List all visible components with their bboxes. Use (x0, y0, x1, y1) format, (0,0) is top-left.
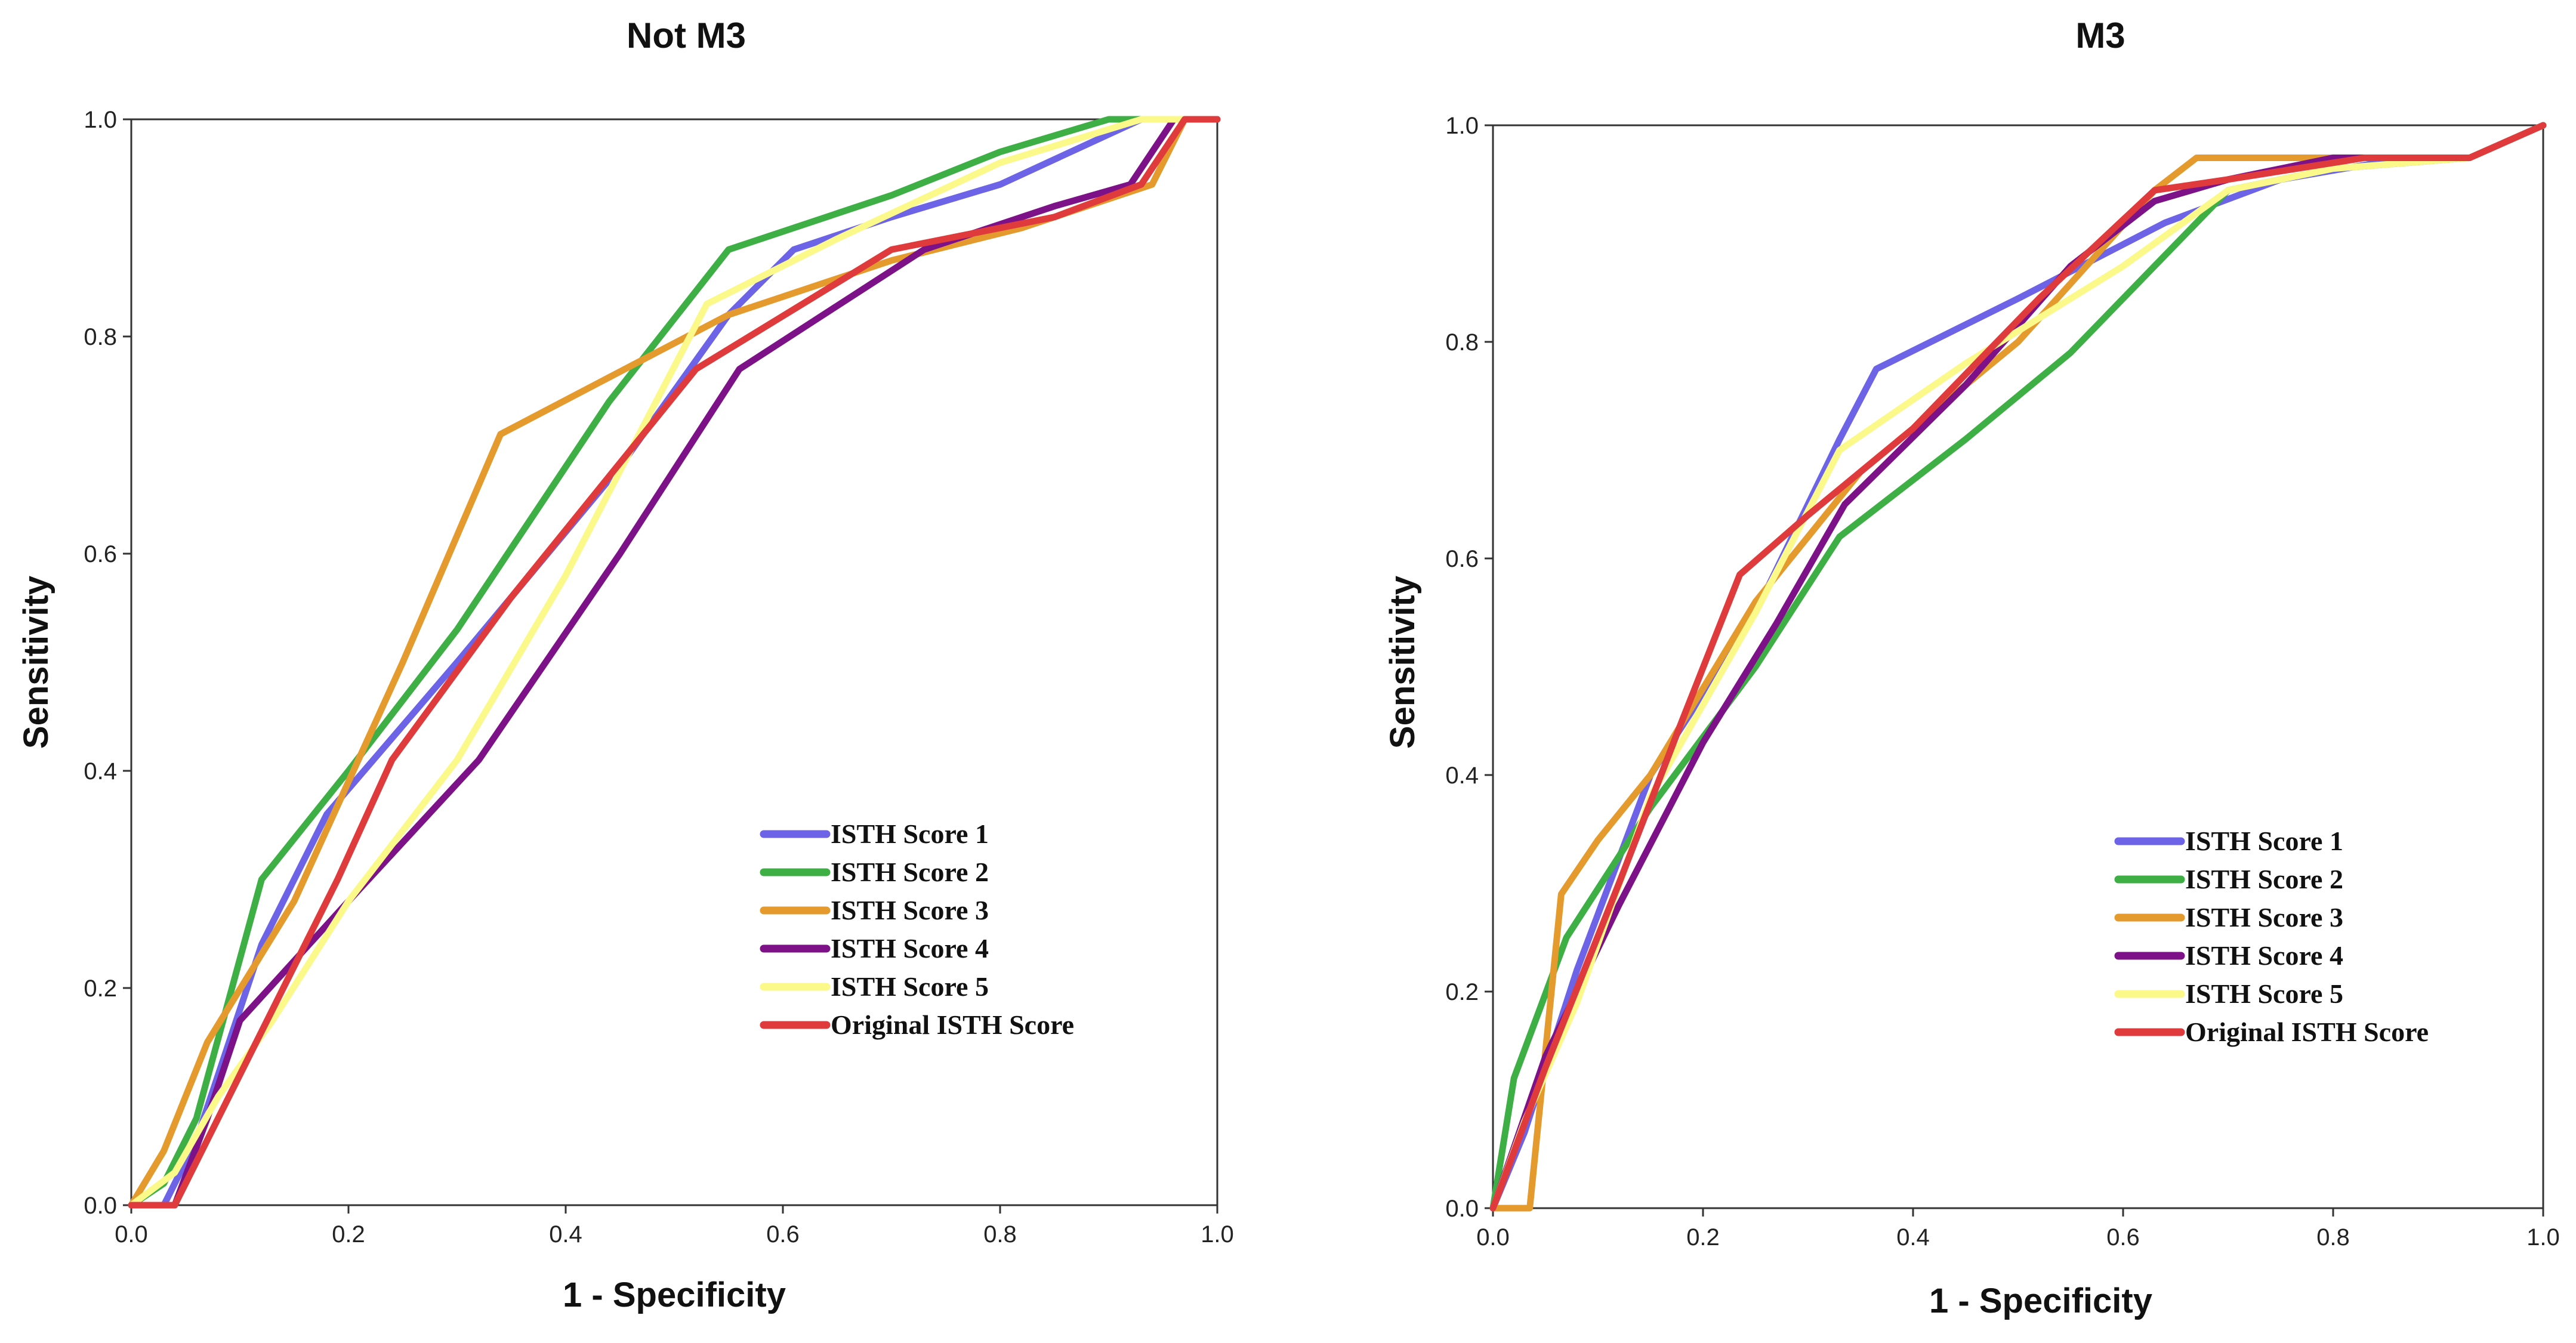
x-axis-label: 1 - Specificity (563, 1276, 786, 1314)
series-line-isth-score-1 (128, 116, 1221, 1209)
y-tick-label: 1.0 (84, 107, 117, 133)
legend-label-isth-score-5: ISTH Score 5 (2185, 978, 2343, 1009)
y-tick-label: 0.2 (84, 975, 117, 1002)
y-tick-label: 0.6 (1445, 546, 1479, 572)
x-axis-label: 1 - Specificity (1929, 1282, 2152, 1320)
chart-title: M3 (2075, 16, 2125, 55)
y-tick-label: 0.2 (1445, 979, 1479, 1005)
series-lines (128, 116, 1221, 1209)
y-tick-label: 1.0 (1445, 113, 1479, 139)
series-line-isth-score-4 (1489, 122, 2547, 1212)
legend: ISTH Score 1 ISTH Score 2 ISTH Score 3 ISTH… (2114, 826, 2429, 1047)
chart-title: Not M3 (627, 16, 746, 55)
y-tick-label: 0.4 (1445, 762, 1479, 789)
series-lines (1489, 122, 2547, 1212)
chart-not-m3: Not M3 0.0 0.2 0.4 0.6 0.8 1.0 0.0 0.2 0.4 0.6 0.8… (17, 16, 1234, 1314)
y-tick-label: 0.4 (84, 758, 117, 785)
axis-ticks: 0.0 0.2 0.4 0.6 0.8 1.0 0.0 0.2 0.4 0.6 0.8 1.0 (1445, 113, 2559, 1251)
x-tick-label: 0.6 (2106, 1224, 2140, 1251)
y-axis-label: Sensitivity (17, 576, 55, 749)
legend-label-isth-score-1: ISTH Score 1 (831, 819, 989, 849)
plot-frame (130, 118, 1218, 1206)
series-line-isth-score-3 (128, 116, 1221, 1209)
x-tick-label: 0.8 (2316, 1224, 2350, 1251)
y-axis-label: Sensitivity (1383, 576, 1422, 749)
x-tick-label: 0.8 (983, 1221, 1017, 1248)
legend-label-isth-score-4: ISTH Score 4 (2185, 940, 2343, 971)
x-tick-label: 0.2 (332, 1221, 365, 1248)
legend: ISTH Score 1 ISTH Score 2 ISTH Score 3 ISTH… (760, 819, 1074, 1040)
legend-label-isth-score-2: ISTH Score 2 (831, 857, 989, 887)
x-tick-label: 1.0 (1201, 1221, 1234, 1248)
legend-label-original-isth-score: Original ISTH Score (831, 1009, 1074, 1040)
legend-label-isth-score-2: ISTH Score 2 (2185, 864, 2343, 894)
legend-label-isth-score-1: ISTH Score 1 (2185, 826, 2343, 856)
series-line-isth-score-2 (128, 116, 1221, 1209)
y-tick-label: 0.6 (84, 541, 117, 567)
x-tick-label: 0.0 (1476, 1224, 1510, 1251)
chart-m3: M3 0.0 0.2 0.4 0.6 0.8 1.00.00.20.40.60.81.0 … (1383, 16, 2560, 1320)
legend-label-isth-score-3: ISTH Score 3 (831, 895, 989, 925)
series-line-isth-score-4 (128, 116, 1221, 1209)
x-tick-label: 0.4 (1896, 1224, 1930, 1251)
y-tick-label: 0.0 (1445, 1196, 1479, 1222)
legend-label-original-isth-score: Original ISTH Score (2185, 1017, 2429, 1047)
series-line-original-isth-score (128, 116, 1221, 1209)
series-line-original-isth-score (1489, 122, 2547, 1212)
x-tick-label: 1.0 (2526, 1224, 2560, 1251)
y-tick-label: 0.8 (84, 324, 117, 350)
series-line-isth-score-5 (128, 116, 1221, 1209)
legend-label-isth-score-4: ISTH Score 4 (831, 933, 989, 964)
x-tick-label: 0.2 (1686, 1224, 1720, 1251)
legend-label-isth-score-3: ISTH Score 3 (2185, 902, 2343, 933)
y-tick-label: 0.8 (1445, 329, 1479, 356)
axis-ticks: 0.0 0.2 0.4 0.6 0.8 1.0 0.0 0.2 0.4 0.6 0.8 1.0 (84, 107, 1233, 1248)
y-tick-label: 0.0 (84, 1193, 117, 1219)
x-tick-label: 0.6 (766, 1221, 800, 1248)
plot-frame (1492, 124, 2544, 1209)
x-tick-label: 0.0 (115, 1221, 148, 1248)
series-line-isth-score-5 (1489, 122, 2547, 1212)
legend-label-isth-score-5: ISTH Score 5 (831, 971, 989, 1002)
x-tick-label: 0.4 (549, 1221, 582, 1248)
